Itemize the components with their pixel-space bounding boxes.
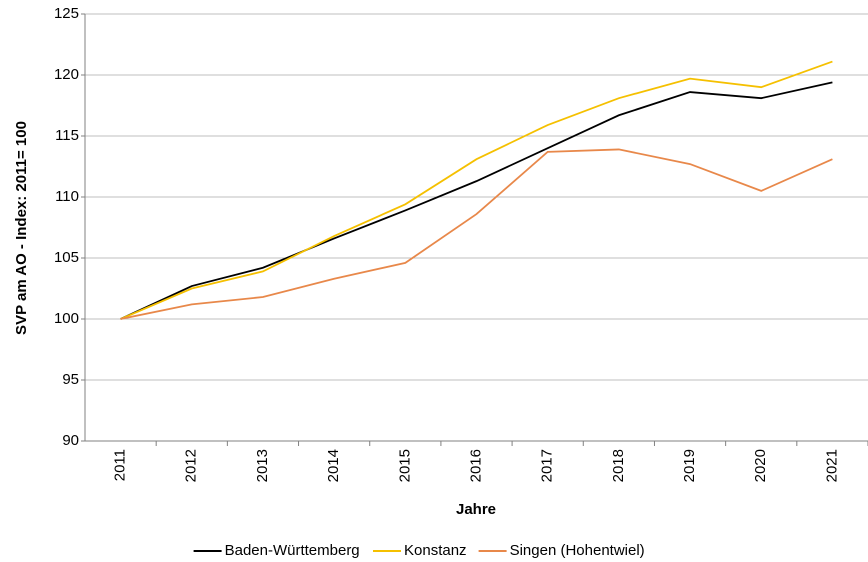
x-axis-label: Jahre xyxy=(456,501,496,518)
y-tick-label: 100 xyxy=(54,310,79,327)
y-tick-label: 125 xyxy=(54,5,79,22)
legend-label: Konstanz xyxy=(404,542,467,559)
x-tick-label: 2019 xyxy=(681,449,698,482)
y-tick-label: 95 xyxy=(62,371,79,388)
y-tick-label: 115 xyxy=(55,127,79,144)
x-tick-label: 2013 xyxy=(254,449,271,482)
series-line xyxy=(120,81,833,320)
y-tick-label: 90 xyxy=(62,432,79,449)
x-tick-label: 2017 xyxy=(539,449,556,482)
x-tick-label: 2012 xyxy=(183,449,200,482)
series-line xyxy=(120,60,833,320)
legend-label: Singen (Hohentwiel) xyxy=(510,542,645,559)
x-tick-label: 2014 xyxy=(325,449,342,482)
x-tick-label: 2021 xyxy=(823,449,840,482)
x-tick-label: 2011 xyxy=(112,449,129,481)
y-tick-label: 110 xyxy=(55,188,79,205)
x-tick-label: 2020 xyxy=(752,449,769,482)
y-tick-label: 105 xyxy=(54,249,79,266)
y-tick-label: 120 xyxy=(54,66,79,83)
x-tick-label: 2015 xyxy=(396,449,413,482)
series-line xyxy=(120,148,833,320)
x-tick-label: 2018 xyxy=(610,449,627,482)
x-tick-label: 2016 xyxy=(467,449,484,482)
legend-label: Baden-Württemberg xyxy=(225,542,360,559)
y-axis-label: SVP am AO - Index: 2011= 100 xyxy=(13,121,30,335)
